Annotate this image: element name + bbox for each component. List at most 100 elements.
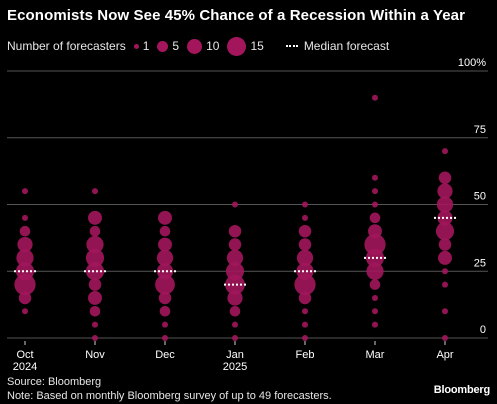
- legend-median: Median forecast: [285, 39, 390, 53]
- bubble-point: [85, 248, 105, 267]
- bubble-point: [18, 291, 32, 305]
- bubble-point: [156, 249, 174, 267]
- bubble-point: [372, 294, 378, 301]
- bubble-point: [442, 308, 448, 315]
- legend-median-label: Median forecast: [303, 39, 390, 53]
- x-tick-label: Mar: [366, 349, 385, 361]
- chart-title: Economists Now See 45% Chance of a Reces…: [7, 7, 466, 24]
- bubble-point: [226, 249, 244, 267]
- bubble-point: [442, 148, 448, 155]
- legend-size-10-label: 10: [206, 39, 220, 53]
- bubble-point: [162, 321, 168, 328]
- median-dash-icon: [285, 45, 298, 47]
- bubble-point: [364, 233, 386, 256]
- bubble-point: [294, 273, 316, 296]
- legend-size-label: Number of forecasters: [7, 39, 126, 53]
- bubble-point: [302, 321, 308, 328]
- bubble-point: [372, 174, 378, 181]
- bubble-point: [438, 171, 452, 185]
- bubble-point: [92, 188, 98, 195]
- bubble-point: [225, 274, 245, 295]
- bubble-point: [302, 214, 308, 221]
- bubble-point: [365, 248, 385, 267]
- y-tick-label: 75: [474, 124, 486, 136]
- bubble-point: [232, 201, 238, 208]
- bubble-point: [366, 262, 384, 280]
- bubble-point: [302, 308, 308, 315]
- bubble-point: [16, 249, 34, 267]
- x-tick-label: 2025: [223, 361, 247, 373]
- bubble-point: [372, 94, 378, 101]
- bubble-point: [89, 225, 101, 237]
- bubble-point: [435, 222, 455, 241]
- bubble-point: [232, 321, 238, 328]
- bubble-point: [162, 335, 168, 341]
- bubble-point: [302, 335, 308, 341]
- bubble-point: [92, 335, 98, 341]
- legend-bubble-1: [133, 43, 139, 49]
- legend-bubble-15: [227, 36, 247, 56]
- bubble-point: [22, 188, 28, 195]
- bubble-point: [372, 188, 378, 195]
- x-tick-label: Nov: [85, 349, 105, 361]
- source-note: Source: Bloomberg: [7, 376, 102, 388]
- bubble-point: [369, 279, 381, 290]
- y-tick-label: 50: [474, 191, 486, 203]
- legend-bubble-5: [157, 40, 169, 52]
- bubble-point: [298, 224, 312, 238]
- bubble-point: [298, 238, 312, 251]
- legend-size-5-label: 5: [172, 39, 180, 53]
- legend-size-1: 1: [133, 39, 150, 53]
- legend-size-15: 15: [227, 36, 264, 56]
- bubble-point: [372, 308, 378, 315]
- bubble-point: [369, 212, 381, 224]
- bubble-point: [438, 238, 452, 251]
- y-tick-label: 100%: [458, 57, 486, 69]
- bubble-point: [159, 225, 171, 237]
- bubble-point: [159, 306, 171, 317]
- bubble-point: [228, 224, 242, 238]
- bubble-point: [22, 214, 28, 221]
- bubble-point: [225, 262, 245, 281]
- bubble-point: [228, 238, 242, 251]
- x-tick-label: Oct: [16, 349, 33, 361]
- bubble-point: [229, 306, 241, 317]
- x-tick-label: Apr: [436, 349, 453, 361]
- bubble-point: [372, 321, 378, 328]
- legend-size-5: 5: [157, 39, 179, 53]
- bubble-point: [158, 291, 172, 305]
- bubble-point: [155, 274, 175, 295]
- bubble-point: [86, 235, 104, 254]
- bubble-point: [437, 210, 453, 226]
- bubble-point: [442, 335, 448, 341]
- bubble-point: [85, 262, 105, 281]
- bubble-point: [19, 225, 31, 237]
- bubble-point: [227, 290, 243, 306]
- bubble-point: [89, 306, 101, 317]
- legend-size-10: 10: [187, 38, 220, 54]
- bubble-point: [88, 290, 102, 305]
- bubble-point: [92, 321, 98, 328]
- bubble-point: [156, 263, 174, 280]
- legend: Number of forecasters 1 5 10 15 Median f…: [7, 36, 389, 56]
- bubble-point: [302, 201, 308, 208]
- bubble-point: [22, 308, 28, 315]
- bubble-point: [88, 278, 102, 291]
- bubble-point: [438, 250, 452, 265]
- y-tick-label: 25: [474, 257, 486, 269]
- bubble-point: [88, 210, 102, 225]
- bubble-point: [298, 291, 312, 305]
- x-tick-label: Jan: [226, 349, 244, 361]
- footnote: Note: Based on monthly Bloomberg survey …: [7, 390, 332, 402]
- bloomberg-logo: Bloomberg: [433, 384, 490, 396]
- bubble-point: [437, 183, 453, 199]
- bubble-point: [436, 196, 454, 213]
- bubble-point: [442, 281, 448, 288]
- legend-size-15-label: 15: [250, 39, 264, 53]
- bubble-point: [442, 268, 448, 275]
- bubble-point: [14, 273, 36, 296]
- x-tick-label: 2024: [13, 361, 37, 373]
- legend-size-1-label: 1: [142, 39, 150, 53]
- y-tick-label: 0: [480, 324, 486, 336]
